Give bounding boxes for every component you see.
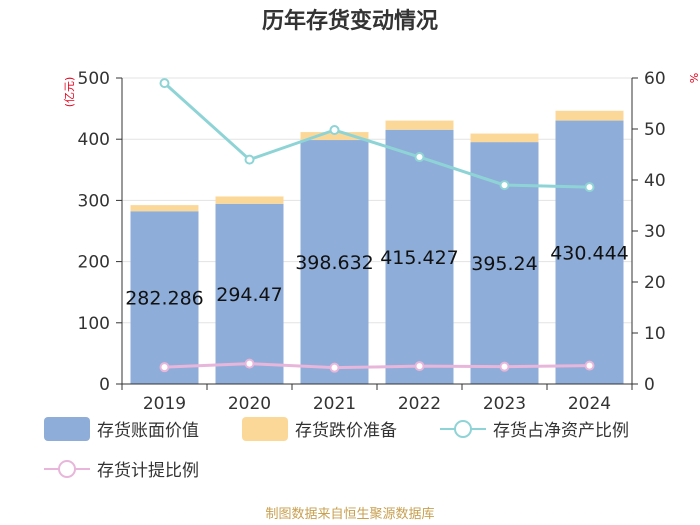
- data-label-book-value: 395.24: [471, 253, 537, 275]
- data-labels: 282.286 294.47 398.632 415.427 395.24 430.444: [125, 242, 629, 309]
- bar-impairment: [385, 120, 454, 130]
- legend-marker-provision-ratio: [58, 460, 76, 478]
- grid: [122, 77, 632, 324]
- x-tick-label: 2024: [568, 394, 611, 414]
- lines: [159, 78, 595, 373]
- bar-impairment: [130, 205, 199, 212]
- point-provision-ratio: [499, 361, 510, 372]
- legend-item-book-value[interactable]: 存货账面价值: [44, 417, 199, 441]
- x-tick-label: 2023: [483, 394, 526, 414]
- legend-label-net-asset-ratio: 存货占净资产比例: [493, 421, 629, 441]
- legend: 存货账面价值 存货跌价准备 存货占净资产比例 存货计提比例: [44, 417, 629, 481]
- right-tick-label: 20: [644, 273, 666, 293]
- axes: 0 100 200 300 400 500 0 10 20 30 40 50 60 2019 2020 202…: [78, 69, 666, 414]
- bar-book-value: [385, 129, 454, 384]
- right-tick-label: 30: [644, 222, 666, 242]
- right-tick-label: 0: [644, 375, 655, 395]
- legend-item-impairment[interactable]: 存货跌价准备: [242, 417, 397, 441]
- right-tick-label: 10: [644, 324, 666, 344]
- data-label-book-value: 430.444: [550, 242, 629, 264]
- bars: [130, 110, 624, 385]
- left-tick-label: 0: [99, 375, 110, 395]
- point-net-asset-ratio: [499, 180, 510, 191]
- right-tick-label: 50: [644, 120, 666, 140]
- left-tick-label: 300: [78, 191, 110, 211]
- data-label-book-value: 282.286: [125, 288, 204, 310]
- point-provision-ratio: [329, 362, 340, 373]
- right-tick-label: 40: [644, 171, 666, 191]
- point-net-asset-ratio: [159, 78, 170, 89]
- line-net-asset-ratio: [163, 81, 590, 189]
- point-provision-ratio: [414, 361, 425, 372]
- point-provision-ratio: [244, 358, 255, 369]
- right-axis-unit: %: [687, 73, 700, 83]
- x-tick-label: 2021: [313, 394, 356, 414]
- legend-item-provision-ratio[interactable]: 存货计提比例: [44, 460, 199, 481]
- bar-impairment: [470, 133, 539, 143]
- data-label-book-value: 415.427: [380, 247, 459, 269]
- x-tick-label: 2020: [228, 394, 271, 414]
- data-label-book-value: 398.632: [295, 252, 374, 274]
- point-provision-ratio: [584, 360, 595, 371]
- point-net-asset-ratio: [329, 125, 340, 136]
- bar-impairment: [215, 196, 284, 204]
- x-tick-label: 2022: [398, 394, 441, 414]
- bar-impairment: [300, 132, 369, 141]
- bar-book-value: [300, 140, 369, 384]
- left-tick-label: 100: [78, 314, 110, 334]
- right-tick-label: 60: [644, 69, 666, 89]
- point-net-asset-ratio: [244, 154, 255, 165]
- legend-item-net-asset-ratio[interactable]: 存货占净资产比例: [440, 420, 629, 441]
- left-axis-unit: (亿元): [63, 77, 76, 108]
- legend-label-book-value: 存货账面价值: [97, 421, 199, 441]
- legend-swatch-impairment: [242, 417, 288, 441]
- legend-swatch-book-value: [44, 417, 90, 441]
- left-tick-label: 500: [78, 69, 110, 89]
- bar-book-value: [130, 211, 199, 384]
- point-provision-ratio: [159, 362, 170, 373]
- left-tick-label: 400: [78, 130, 110, 150]
- legend-marker-net-asset-ratio: [454, 420, 472, 438]
- chart-title: 历年存货变动情况: [262, 8, 438, 34]
- x-tick-label: 2019: [143, 394, 186, 414]
- point-net-asset-ratio: [414, 152, 425, 163]
- point-net-asset-ratio: [584, 182, 595, 193]
- line-provision-ratio: [164, 362, 590, 370]
- data-source: 制图数据来自恒生聚源数据库: [265, 506, 434, 522]
- legend-label-provision-ratio: 存货计提比例: [97, 461, 199, 481]
- bar-book-value: [555, 120, 624, 385]
- bar-book-value: [215, 203, 284, 384]
- data-label-book-value: 294.47: [216, 284, 282, 306]
- bar-impairment: [555, 110, 624, 121]
- legend-label-impairment: 存货跌价准备: [295, 421, 397, 441]
- left-tick-label: 200: [78, 253, 110, 273]
